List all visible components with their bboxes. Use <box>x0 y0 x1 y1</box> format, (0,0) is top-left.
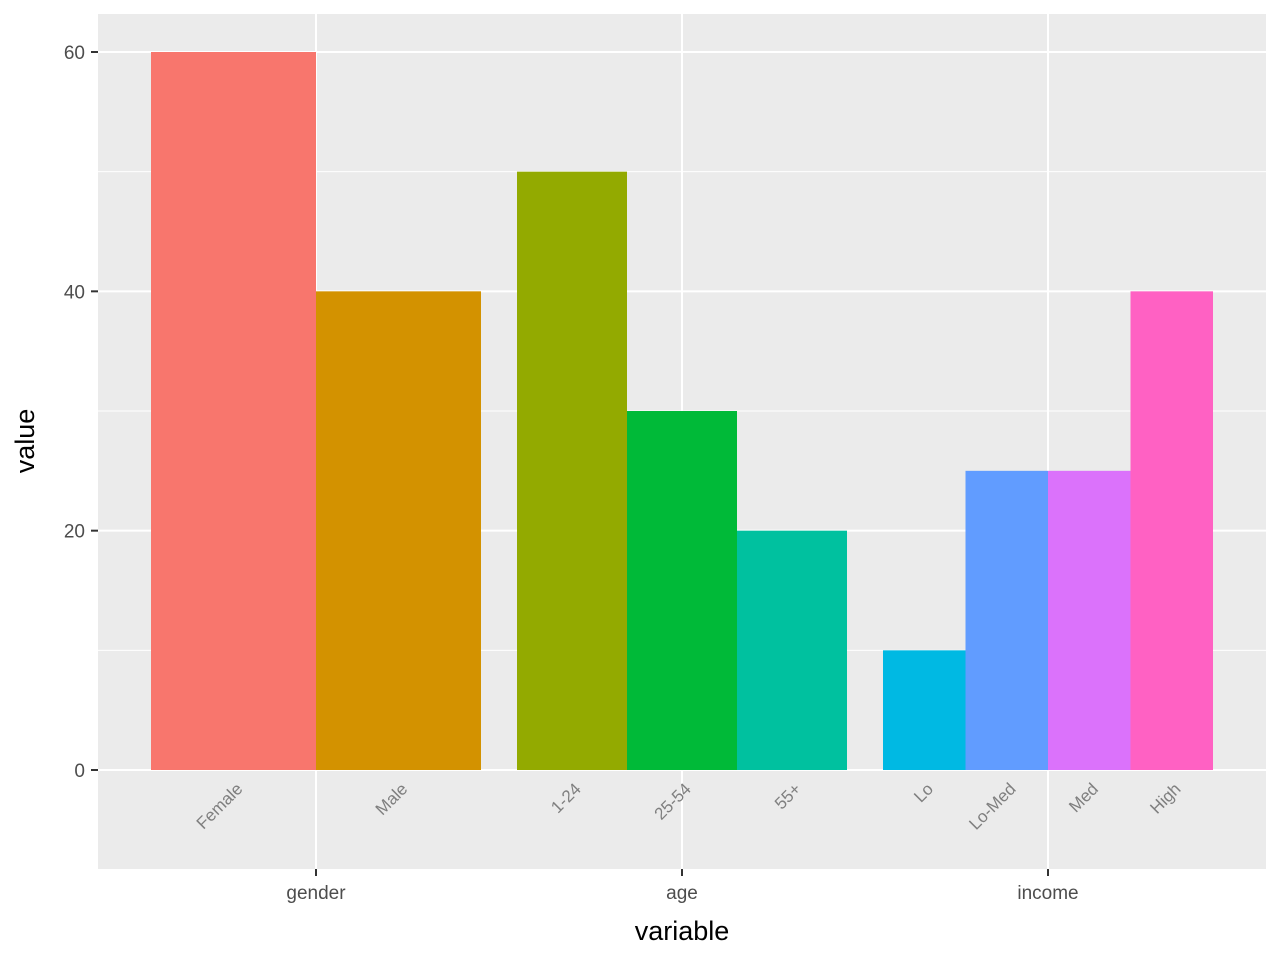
bar <box>316 291 481 770</box>
bar <box>883 650 966 770</box>
x-tick-label: age <box>666 883 698 904</box>
y-axis-title: value <box>10 409 40 474</box>
bars <box>151 52 1213 770</box>
y-tick-label: 60 <box>64 43 85 64</box>
bar <box>965 470 1048 770</box>
x-axis-title: variable <box>635 916 730 946</box>
x-axis: gender age income <box>286 869 1079 904</box>
y-tick-label: 20 <box>64 522 85 543</box>
bar <box>737 530 847 770</box>
y-tick-label: 0 <box>74 761 85 782</box>
bar <box>517 171 627 770</box>
y-axis: 0 20 40 60 <box>64 43 98 782</box>
bar <box>627 411 737 770</box>
x-tick-label: income <box>1017 883 1078 904</box>
bar <box>1130 291 1213 770</box>
bar <box>1048 470 1131 770</box>
y-tick-label: 40 <box>64 282 85 303</box>
bar <box>151 52 316 770</box>
x-tick-label: gender <box>286 883 346 904</box>
